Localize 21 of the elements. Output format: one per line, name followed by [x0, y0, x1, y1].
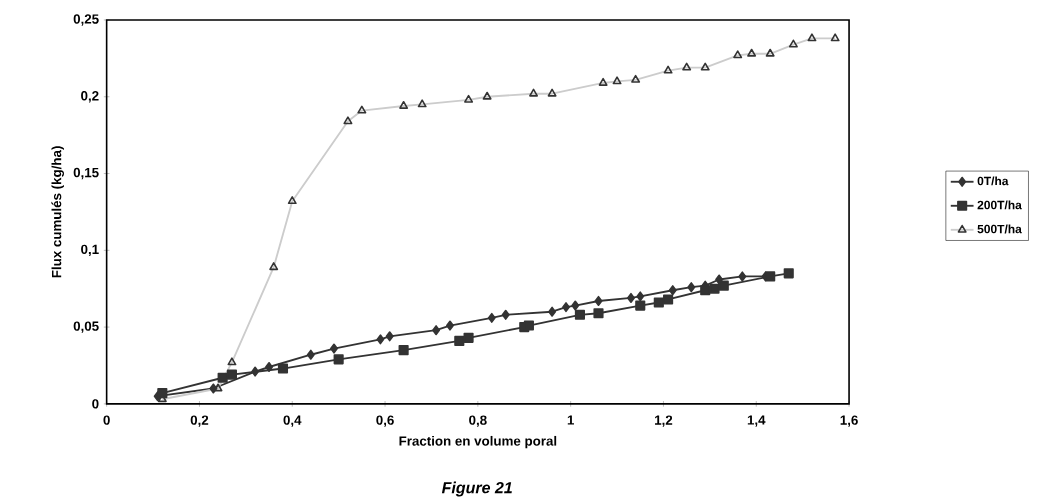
x-tick-label: 0,2: [190, 415, 209, 427]
x-tick-label: 0,8: [469, 415, 487, 427]
y-tick-label: 0,05: [73, 321, 99, 333]
y-tick-label: 0: [92, 399, 99, 409]
y-tick-label: 0,2: [81, 91, 99, 103]
legend-label: 500T/ha: [977, 224, 1022, 234]
x-tick-label: 1,6: [840, 415, 858, 427]
legend-label: 0T/ha: [977, 176, 1009, 186]
legend-label: 200T/ha: [977, 200, 1022, 210]
x-tick-label: 1: [567, 415, 574, 425]
y-tick-label: 0,15: [73, 167, 99, 180]
caption: Figure 21: [441, 481, 512, 497]
x-tick-label: 1,2: [655, 415, 673, 427]
x-tick-label: 0: [103, 415, 110, 425]
x-tick-label: 1,4: [747, 415, 766, 427]
x-tick-label: 0,6: [376, 415, 394, 427]
y-tick-label: 0,25: [73, 14, 99, 26]
x-tick-label: 0,4: [283, 415, 302, 427]
x-axis-title: Fraction en volume poral: [399, 436, 557, 449]
y-tick-label: 0,1: [81, 244, 99, 257]
y-axis-title: Flux cumulés (kg/ha): [51, 146, 64, 278]
